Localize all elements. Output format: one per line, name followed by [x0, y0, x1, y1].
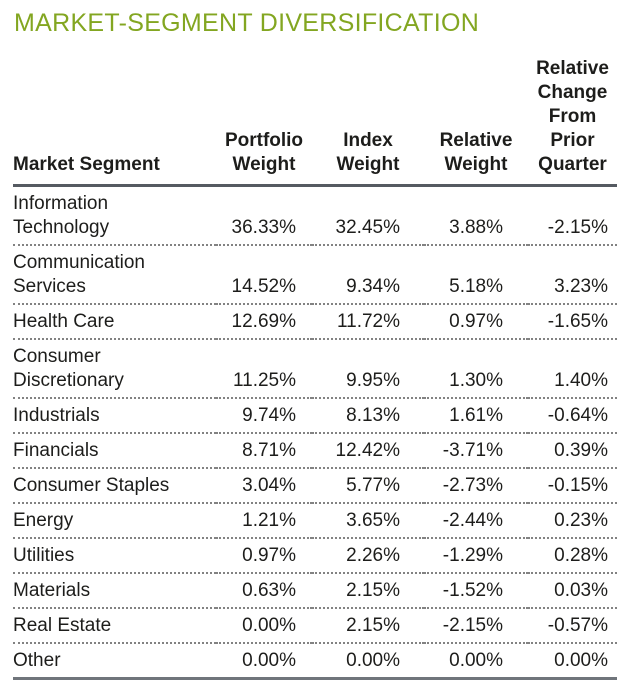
index-weight-value: 5.77% — [312, 468, 424, 504]
segment-name: Communication Services — [13, 245, 216, 305]
relative-change-value: 0.00% — [528, 643, 617, 680]
relative-weight-value: -2.15% — [424, 608, 528, 644]
portfolio-weight-value: 1.21% — [216, 503, 312, 539]
portfolio-weight-value: 0.97% — [216, 538, 312, 574]
relative-weight-value: -2.44% — [424, 503, 528, 539]
table-row: Financials 8.71% 12.42% -3.71% 0.39% — [13, 433, 617, 469]
segment-name: Consumer Staples — [13, 468, 216, 504]
portfolio-weight-value: 8.71% — [216, 433, 312, 469]
relative-weight-value: 1.61% — [424, 398, 528, 434]
relative-change-value: 3.23% — [528, 245, 617, 305]
relative-change-value: 0.39% — [528, 433, 617, 469]
relative-weight-value: 5.18% — [424, 245, 528, 305]
table-row: Real Estate 0.00% 2.15% -2.15% -0.57% — [13, 608, 617, 644]
table-header-row: Market Segment Portfolio Weight Index Weight… — [13, 57, 617, 187]
relative-weight-value: -3.71% — [424, 433, 528, 469]
column-header-index-weight: Index Weight — [312, 57, 424, 187]
segment-name: Energy — [13, 503, 216, 539]
portfolio-weight-value: 0.63% — [216, 573, 312, 609]
portfolio-weight-value: 36.33% — [216, 185, 312, 246]
segment-name: Other — [13, 643, 216, 680]
portfolio-weight-value: 14.52% — [216, 245, 312, 305]
segment-name: Industrials — [13, 398, 216, 434]
segment-name: Materials — [13, 573, 216, 609]
table-row: Communication Services 14.52% 9.34% 5.18% 3.2… — [13, 245, 617, 305]
relative-weight-value: 0.97% — [424, 304, 528, 340]
column-header-market-segment: Market Segment — [13, 57, 216, 187]
portfolio-weight-value: 12.69% — [216, 304, 312, 340]
index-weight-value: 32.45% — [312, 185, 424, 246]
relative-change-value: -1.65% — [528, 304, 617, 340]
relative-change-value: -0.64% — [528, 398, 617, 434]
market-segment-table: Market Segment Portfolio Weight Index Weight… — [13, 57, 617, 680]
relative-change-value: 0.28% — [528, 538, 617, 574]
table-row: Consumer Discretionary 11.25% 9.95% 1.30% 1.4… — [13, 339, 617, 399]
portfolio-weight-value: 0.00% — [216, 643, 312, 680]
index-weight-value: 12.42% — [312, 433, 424, 469]
relative-change-value: 0.03% — [528, 573, 617, 609]
segment-name: Utilities — [13, 538, 216, 574]
relative-weight-value: 1.30% — [424, 339, 528, 399]
relative-weight-value: 3.88% — [424, 185, 528, 246]
index-weight-value: 11.72% — [312, 304, 424, 340]
portfolio-weight-value: 3.04% — [216, 468, 312, 504]
relative-weight-value: 0.00% — [424, 643, 528, 680]
relative-change-value: 1.40% — [528, 339, 617, 399]
index-weight-value: 9.95% — [312, 339, 424, 399]
relative-change-value: -0.57% — [528, 608, 617, 644]
relative-weight-value: -1.29% — [424, 538, 528, 574]
relative-change-value: -2.15% — [528, 185, 617, 246]
segment-name: Financials — [13, 433, 216, 469]
segment-name: Consumer Discretionary — [13, 339, 216, 399]
table-row: Consumer Staples 3.04% 5.77% -2.73% -0.15% — [13, 468, 617, 504]
page-title: MARKET-SEGMENT DIVERSIFICATION — [14, 9, 480, 37]
index-weight-value: 8.13% — [312, 398, 424, 434]
column-header-relative-weight: Relative Weight — [424, 57, 528, 187]
table-row: Information Technology 36.33% 32.45% 3.88% -2… — [13, 185, 617, 246]
table-body: Information Technology 36.33% 32.45% 3.88% -2… — [13, 185, 617, 680]
relative-change-value: -0.15% — [528, 468, 617, 504]
segment-name: Real Estate — [13, 608, 216, 644]
relative-weight-value: -2.73% — [424, 468, 528, 504]
index-weight-value: 3.65% — [312, 503, 424, 539]
table-row: Utilities 0.97% 2.26% -1.29% 0.28% — [13, 538, 617, 574]
segment-name: Information Technology — [13, 185, 216, 246]
portfolio-weight-value: 9.74% — [216, 398, 312, 434]
portfolio-weight-value: 0.00% — [216, 608, 312, 644]
index-weight-value: 2.15% — [312, 608, 424, 644]
column-header-portfolio-weight: Portfolio Weight — [216, 57, 312, 187]
column-header-relative-change-from-prior-quarter: Relative Change From Prior Quarter — [528, 57, 617, 187]
index-weight-value: 2.26% — [312, 538, 424, 574]
relative-change-value: 0.23% — [528, 503, 617, 539]
portfolio-weight-value: 11.25% — [216, 339, 312, 399]
index-weight-value: 2.15% — [312, 573, 424, 609]
index-weight-value: 9.34% — [312, 245, 424, 305]
table-row: Industrials 9.74% 8.13% 1.61% -0.64% — [13, 398, 617, 434]
table-row: Health Care 12.69% 11.72% 0.97% -1.65% — [13, 304, 617, 340]
table-row: Energy 1.21% 3.65% -2.44% 0.23% — [13, 503, 617, 539]
segment-name: Health Care — [13, 304, 216, 340]
table-row: Materials 0.63% 2.15% -1.52% 0.03% — [13, 573, 617, 609]
index-weight-value: 0.00% — [312, 643, 424, 680]
relative-weight-value: -1.52% — [424, 573, 528, 609]
table-row: Other 0.00% 0.00% 0.00% 0.00% — [13, 643, 617, 680]
